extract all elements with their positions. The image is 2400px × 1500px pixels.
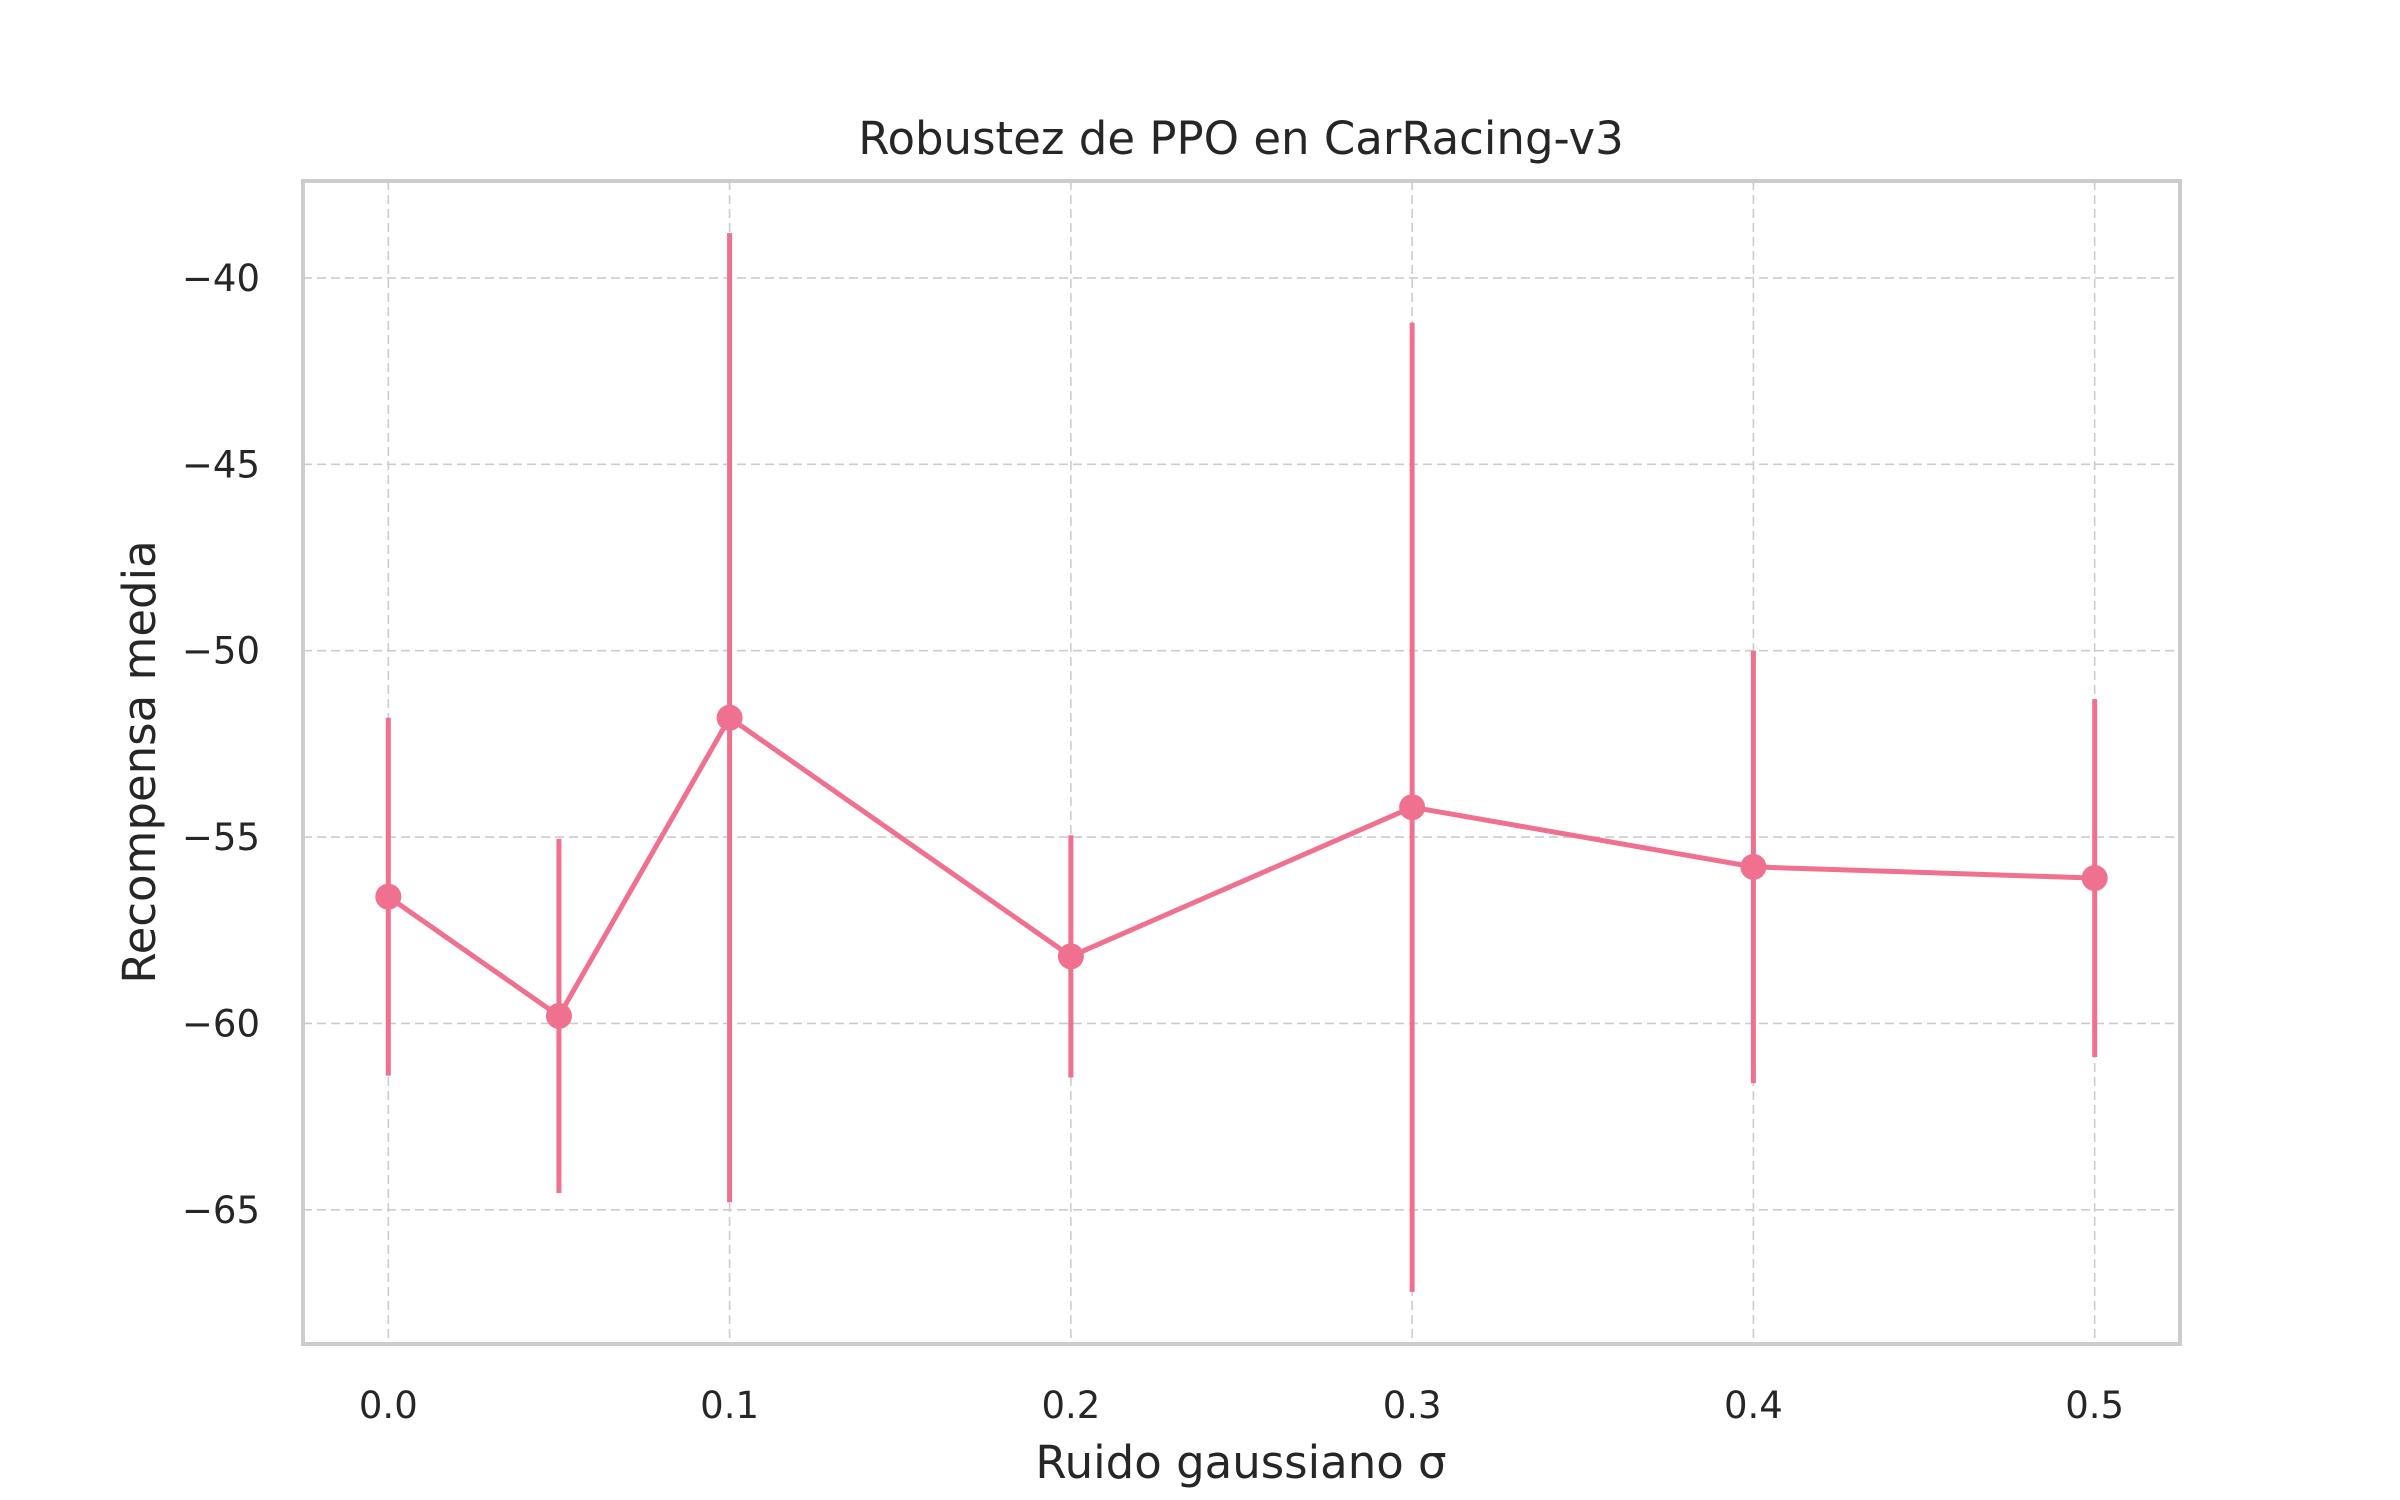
- data-point: [545, 1002, 572, 1029]
- y-tick-label: −50: [182, 630, 260, 673]
- y-axis-label: Recompensa media: [113, 540, 166, 983]
- chart-title: Robustez de PPO en CarRacing-v3: [858, 112, 1624, 165]
- y-tick-label: −40: [182, 257, 260, 300]
- grid-layer: [303, 181, 2180, 1344]
- x-tick-label: 0.2: [1041, 1384, 1100, 1427]
- data-point: [1399, 794, 1426, 821]
- data-point: [1057, 943, 1084, 970]
- y-tick-label: −45: [182, 443, 260, 486]
- x-tick-label: 0.4: [1724, 1384, 1783, 1427]
- data-point: [2081, 865, 2108, 892]
- y-tick-labels: −40 −45 −50 −55 −60 −65: [182, 257, 260, 1232]
- series-line: [386, 715, 2095, 1019]
- x-tick-label: 0.5: [2065, 1384, 2124, 1427]
- data-point: [1740, 853, 1767, 880]
- x-tick-label: 0.1: [700, 1384, 759, 1427]
- x-tick-label: 0.0: [359, 1384, 418, 1427]
- data-point: [716, 704, 743, 731]
- y-tick-label: −60: [182, 1002, 260, 1045]
- y-tick-label: −65: [182, 1189, 260, 1232]
- x-axis-label: Ruido gaussiano σ: [1035, 1436, 1446, 1489]
- plot-frame: [301, 179, 2182, 1346]
- data-point: [375, 883, 402, 910]
- marker-layer: [375, 704, 2108, 1029]
- errorbar-layer: [385, 233, 2098, 1292]
- line-layer: [386, 715, 2095, 1019]
- x-tick-label: 0.3: [1383, 1384, 1442, 1427]
- y-tick-label: −55: [182, 816, 260, 859]
- x-tick-labels: 0.0 0.1 0.2 0.3 0.4 0.5: [359, 1384, 2124, 1427]
